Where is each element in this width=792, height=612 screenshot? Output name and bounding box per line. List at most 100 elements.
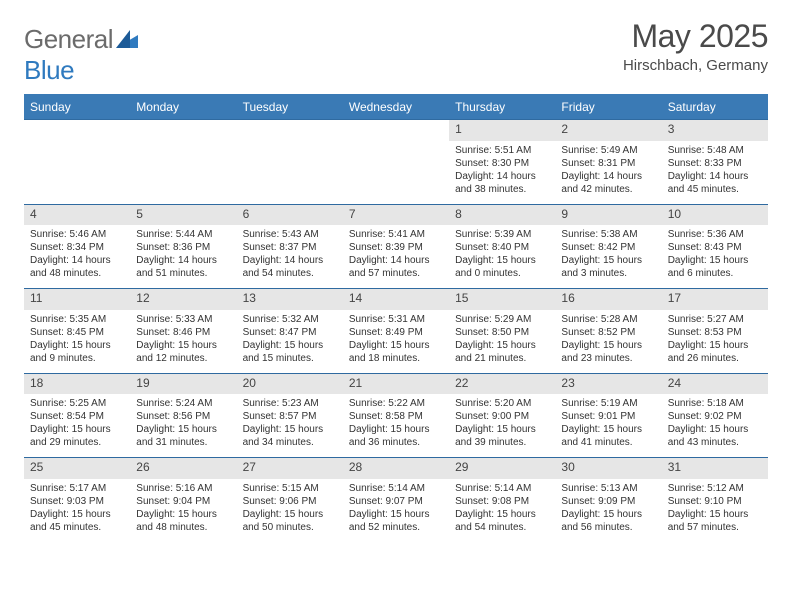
calendar-day: 1Sunrise: 5:51 AMSunset: 8:30 PMDaylight… — [449, 120, 555, 204]
calendar-day: 10Sunrise: 5:36 AMSunset: 8:43 PMDayligh… — [662, 205, 768, 289]
daylight-line-2: and 38 minutes. — [455, 183, 549, 196]
calendar-day: 12Sunrise: 5:33 AMSunset: 8:46 PMDayligh… — [130, 289, 236, 373]
sunrise-line: Sunrise: 5:44 AM — [136, 228, 230, 241]
day-number: 19 — [130, 374, 236, 395]
sunrise-line: Sunrise: 5:35 AM — [30, 313, 124, 326]
calendar-week: 1Sunrise: 5:51 AMSunset: 8:30 PMDaylight… — [24, 119, 768, 204]
sunset-line: Sunset: 8:36 PM — [136, 241, 230, 254]
day-details: Sunrise: 5:19 AMSunset: 9:01 PMDaylight:… — [555, 394, 661, 457]
day-number: 9 — [555, 205, 661, 226]
calendar-day: 30Sunrise: 5:13 AMSunset: 9:09 PMDayligh… — [555, 458, 661, 542]
daylight-line: Daylight: 15 hours — [668, 254, 762, 267]
daylight-line: Daylight: 15 hours — [561, 254, 655, 267]
daylight-line: Daylight: 15 hours — [136, 339, 230, 352]
calendar-day: 14Sunrise: 5:31 AMSunset: 8:49 PMDayligh… — [343, 289, 449, 373]
sunset-line: Sunset: 9:03 PM — [30, 495, 124, 508]
day-number: 13 — [237, 289, 343, 310]
day-number: 17 — [662, 289, 768, 310]
sunset-line: Sunset: 8:40 PM — [455, 241, 549, 254]
daylight-line-2: and 52 minutes. — [349, 521, 443, 534]
day-details: Sunrise: 5:44 AMSunset: 8:36 PMDaylight:… — [130, 225, 236, 288]
sunrise-line: Sunrise: 5:33 AM — [136, 313, 230, 326]
sunrise-line: Sunrise: 5:36 AM — [668, 228, 762, 241]
day-number: 20 — [237, 374, 343, 395]
sunrise-line: Sunrise: 5:22 AM — [349, 397, 443, 410]
calendar-day: 7Sunrise: 5:41 AMSunset: 8:39 PMDaylight… — [343, 205, 449, 289]
sunrise-line: Sunrise: 5:12 AM — [668, 482, 762, 495]
sunrise-line: Sunrise: 5:49 AM — [561, 144, 655, 157]
day-number: 6 — [237, 205, 343, 226]
day-details: Sunrise: 5:32 AMSunset: 8:47 PMDaylight:… — [237, 310, 343, 373]
daylight-line: Daylight: 15 hours — [668, 339, 762, 352]
calendar-day: 3Sunrise: 5:48 AMSunset: 8:33 PMDaylight… — [662, 120, 768, 204]
day-details: Sunrise: 5:51 AMSunset: 8:30 PMDaylight:… — [449, 141, 555, 204]
day-number: 25 — [24, 458, 130, 479]
daylight-line: Daylight: 14 hours — [455, 170, 549, 183]
sunset-line: Sunset: 9:02 PM — [668, 410, 762, 423]
day-details: Sunrise: 5:27 AMSunset: 8:53 PMDaylight:… — [662, 310, 768, 373]
logo: GeneralBlue — [24, 24, 138, 86]
dow-thursday: Thursday — [449, 96, 555, 119]
daylight-line-2: and 57 minutes. — [349, 267, 443, 280]
sunset-line: Sunset: 9:07 PM — [349, 495, 443, 508]
calendar-day — [130, 120, 236, 204]
sunset-line: Sunset: 8:57 PM — [243, 410, 337, 423]
daylight-line-2: and 34 minutes. — [243, 436, 337, 449]
dow-friday: Friday — [555, 96, 661, 119]
day-number: 8 — [449, 205, 555, 226]
day-number: 10 — [662, 205, 768, 226]
sunrise-line: Sunrise: 5:28 AM — [561, 313, 655, 326]
daylight-line: Daylight: 15 hours — [561, 423, 655, 436]
day-number: 23 — [555, 374, 661, 395]
calendar-day: 16Sunrise: 5:28 AMSunset: 8:52 PMDayligh… — [555, 289, 661, 373]
dow-sunday: Sunday — [24, 96, 130, 119]
daylight-line: Daylight: 14 hours — [561, 170, 655, 183]
sunset-line: Sunset: 9:00 PM — [455, 410, 549, 423]
day-number: 7 — [343, 205, 449, 226]
daylight-line: Daylight: 15 hours — [30, 339, 124, 352]
sunrise-line: Sunrise: 5:19 AM — [561, 397, 655, 410]
title-block: May 2025 Hirschbach, Germany — [623, 18, 768, 74]
calendar-day: 31Sunrise: 5:12 AMSunset: 9:10 PMDayligh… — [662, 458, 768, 542]
day-details: Sunrise: 5:41 AMSunset: 8:39 PMDaylight:… — [343, 225, 449, 288]
day-details: Sunrise: 5:14 AMSunset: 9:08 PMDaylight:… — [449, 479, 555, 542]
sunset-line: Sunset: 8:30 PM — [455, 157, 549, 170]
daylight-line: Daylight: 15 hours — [30, 423, 124, 436]
daylight-line: Daylight: 15 hours — [30, 508, 124, 521]
calendar-day: 6Sunrise: 5:43 AMSunset: 8:37 PMDaylight… — [237, 205, 343, 289]
daylight-line-2: and 45 minutes. — [30, 521, 124, 534]
sunrise-line: Sunrise: 5:25 AM — [30, 397, 124, 410]
calendar: Sunday Monday Tuesday Wednesday Thursday… — [24, 94, 768, 542]
day-details: Sunrise: 5:12 AMSunset: 9:10 PMDaylight:… — [662, 479, 768, 542]
daylight-line-2: and 57 minutes. — [668, 521, 762, 534]
sunset-line: Sunset: 9:08 PM — [455, 495, 549, 508]
day-number: 31 — [662, 458, 768, 479]
day-number: 21 — [343, 374, 449, 395]
calendar-day — [237, 120, 343, 204]
sunrise-line: Sunrise: 5:51 AM — [455, 144, 549, 157]
day-number: 29 — [449, 458, 555, 479]
sunset-line: Sunset: 8:58 PM — [349, 410, 443, 423]
day-number: 14 — [343, 289, 449, 310]
daylight-line-2: and 54 minutes. — [455, 521, 549, 534]
calendar-day: 27Sunrise: 5:15 AMSunset: 9:06 PMDayligh… — [237, 458, 343, 542]
calendar-day: 28Sunrise: 5:14 AMSunset: 9:07 PMDayligh… — [343, 458, 449, 542]
sunset-line: Sunset: 8:54 PM — [30, 410, 124, 423]
sunset-line: Sunset: 8:52 PM — [561, 326, 655, 339]
dow-tuesday: Tuesday — [237, 96, 343, 119]
calendar-day: 23Sunrise: 5:19 AMSunset: 9:01 PMDayligh… — [555, 374, 661, 458]
calendar-day — [24, 120, 130, 204]
day-number: 18 — [24, 374, 130, 395]
daylight-line: Daylight: 15 hours — [668, 508, 762, 521]
sunrise-line: Sunrise: 5:18 AM — [668, 397, 762, 410]
calendar-day: 8Sunrise: 5:39 AMSunset: 8:40 PMDaylight… — [449, 205, 555, 289]
daylight-line: Daylight: 15 hours — [136, 508, 230, 521]
calendar-week: 4Sunrise: 5:46 AMSunset: 8:34 PMDaylight… — [24, 204, 768, 289]
day-details: Sunrise: 5:36 AMSunset: 8:43 PMDaylight:… — [662, 225, 768, 288]
day-details: Sunrise: 5:23 AMSunset: 8:57 PMDaylight:… — [237, 394, 343, 457]
daylight-line-2: and 0 minutes. — [455, 267, 549, 280]
daylight-line-2: and 9 minutes. — [30, 352, 124, 365]
daylight-line-2: and 26 minutes. — [668, 352, 762, 365]
sunrise-line: Sunrise: 5:29 AM — [455, 313, 549, 326]
sunrise-line: Sunrise: 5:43 AM — [243, 228, 337, 241]
